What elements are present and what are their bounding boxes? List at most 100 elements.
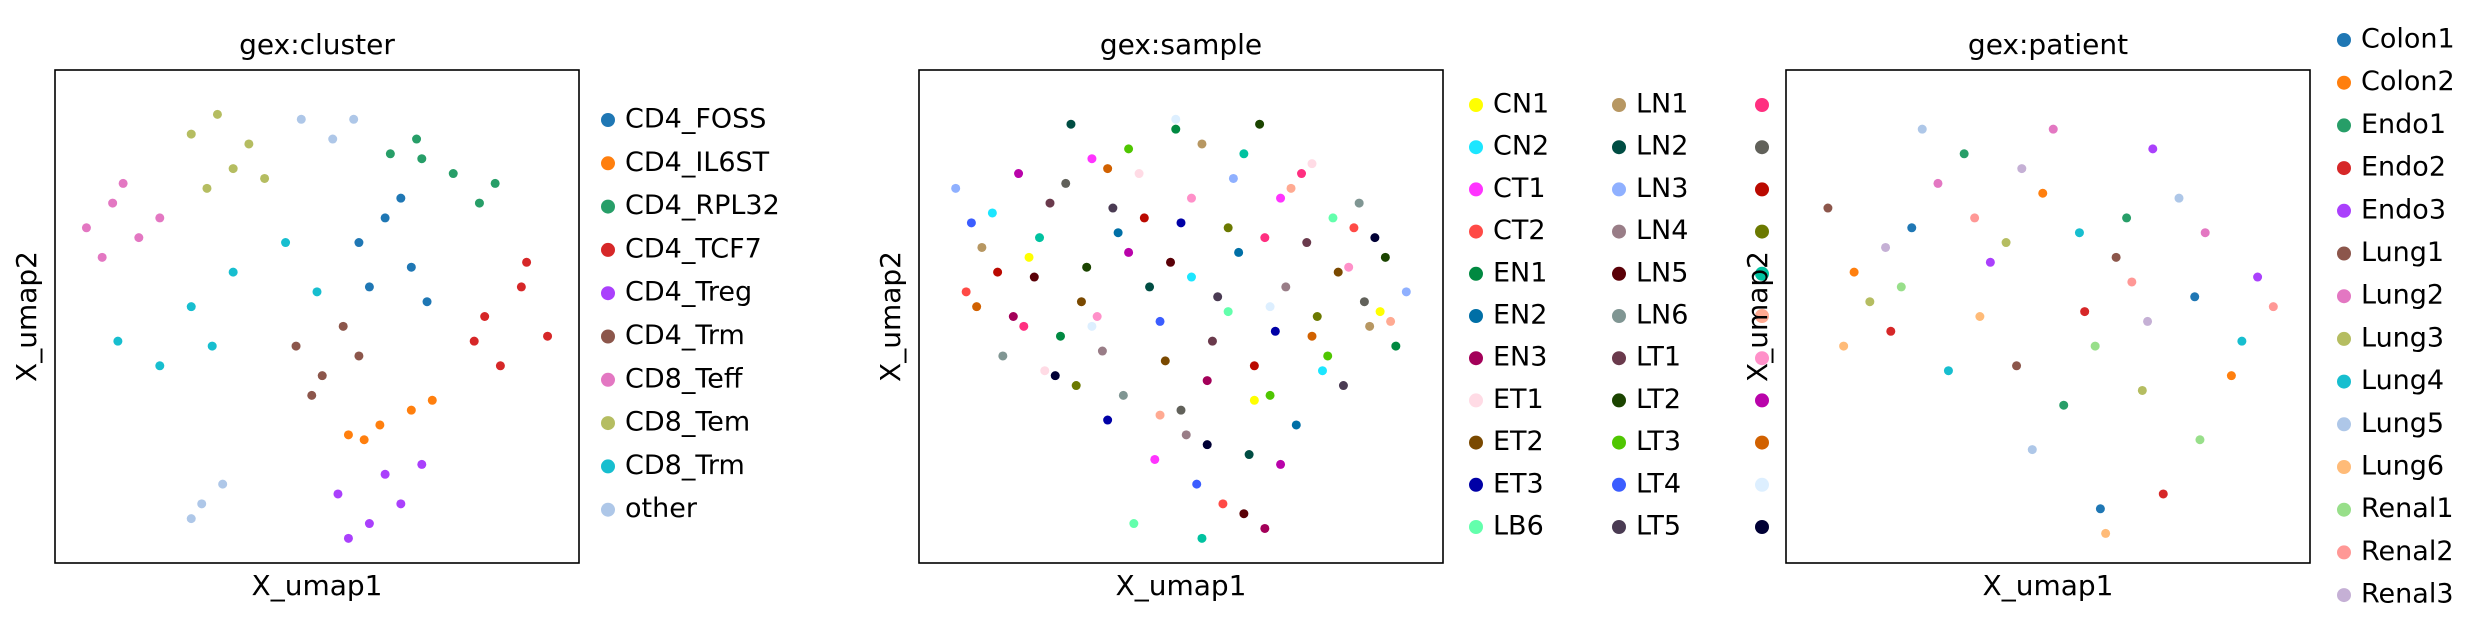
plot-border <box>918 69 1444 564</box>
legend-marker <box>2337 33 2351 47</box>
point <box>2080 307 2090 317</box>
legend-marker <box>2337 161 2351 176</box>
legend-marker <box>601 502 615 517</box>
plot-border <box>54 69 580 564</box>
point <box>1281 282 1291 292</box>
point <box>1223 307 1233 317</box>
legend-label: Endo1 <box>2361 109 2446 140</box>
legend-label: Renal1 <box>2361 493 2454 524</box>
legend-marker <box>1469 98 1483 112</box>
legend-label: CD4_TCF7 <box>625 233 762 264</box>
legend-marker <box>1469 477 1483 492</box>
point <box>2174 193 2184 203</box>
point <box>1338 381 1348 391</box>
legend-label: EN1 <box>1493 257 1547 288</box>
point <box>2027 445 2037 455</box>
legend-marker <box>1612 140 1626 155</box>
point <box>354 238 364 248</box>
point <box>1365 321 1375 331</box>
point <box>1270 326 1280 336</box>
point <box>1249 361 1259 371</box>
point <box>448 169 458 179</box>
point <box>113 336 123 346</box>
legend-label: Lung2 <box>2361 280 2444 311</box>
point <box>1197 139 1207 149</box>
point <box>2190 292 2200 302</box>
point <box>2074 228 2084 238</box>
point <box>2253 272 2263 282</box>
point <box>1255 119 1265 129</box>
point <box>2127 277 2137 287</box>
point <box>2012 361 2022 371</box>
point <box>1244 450 1254 460</box>
point <box>1286 183 1296 193</box>
point <box>543 331 553 341</box>
point <box>2038 188 2048 198</box>
legend-marker <box>1612 98 1626 112</box>
legend-marker <box>1755 351 1769 366</box>
point <box>516 282 526 292</box>
legend-marker <box>1755 520 1769 534</box>
point <box>1092 312 1102 321</box>
legend-marker <box>2337 374 2351 389</box>
point <box>2268 302 2278 312</box>
legend-marker <box>1612 435 1626 450</box>
point <box>359 435 369 445</box>
point <box>2001 238 2011 248</box>
legend-label: LT4 <box>1636 468 1681 499</box>
point <box>385 149 395 159</box>
point <box>1171 124 1181 134</box>
chart-title: gex:sample <box>1100 28 1262 61</box>
point <box>1307 159 1317 169</box>
legend-label: Lung6 <box>2361 451 2444 482</box>
plot-frame <box>55 70 579 563</box>
point <box>1959 149 1969 159</box>
legend-marker <box>2337 246 2351 261</box>
point <box>1213 292 1223 302</box>
legend-marker <box>1755 98 1769 112</box>
point <box>2200 228 2210 238</box>
point <box>1349 223 1359 233</box>
point <box>1265 390 1275 400</box>
point <box>1865 297 1875 307</box>
point <box>1124 247 1134 257</box>
point <box>1839 341 1849 351</box>
point <box>155 361 165 371</box>
point <box>186 302 196 312</box>
point <box>364 282 374 292</box>
point <box>1302 238 1312 248</box>
legend-label: LT3 <box>1636 426 1681 457</box>
legend-marker <box>2337 289 2351 304</box>
x-axis-label: X_umap1 <box>1116 569 1247 602</box>
legend-marker <box>1612 182 1626 197</box>
point <box>228 164 238 174</box>
point <box>1202 440 1212 450</box>
legend-label: CD4_RPL32 <box>625 190 780 221</box>
legend-label: CD8_Teff <box>625 363 744 394</box>
point <box>987 208 997 218</box>
point <box>998 351 1008 361</box>
point <box>1186 193 1196 203</box>
point <box>218 479 228 489</box>
point <box>1354 198 1364 208</box>
legend-marker <box>2337 118 2351 133</box>
legend-marker <box>601 156 615 171</box>
point <box>522 257 532 267</box>
legend-marker <box>2337 75 2351 90</box>
point <box>1896 282 1906 292</box>
point <box>1134 169 1144 179</box>
legend-label: LT2 <box>1636 384 1681 415</box>
point <box>1176 218 1186 228</box>
legend-label: CD8_Tem <box>625 407 750 438</box>
legend-marker <box>1755 435 1769 450</box>
legend-marker <box>1612 224 1626 239</box>
x-axis-label: X_umap1 <box>1983 569 2114 602</box>
legend-marker <box>1469 224 1483 239</box>
point <box>1160 356 1170 366</box>
point <box>155 213 165 223</box>
point <box>417 459 427 469</box>
legend-label: CN1 <box>1493 89 1549 120</box>
point <box>1124 144 1134 154</box>
